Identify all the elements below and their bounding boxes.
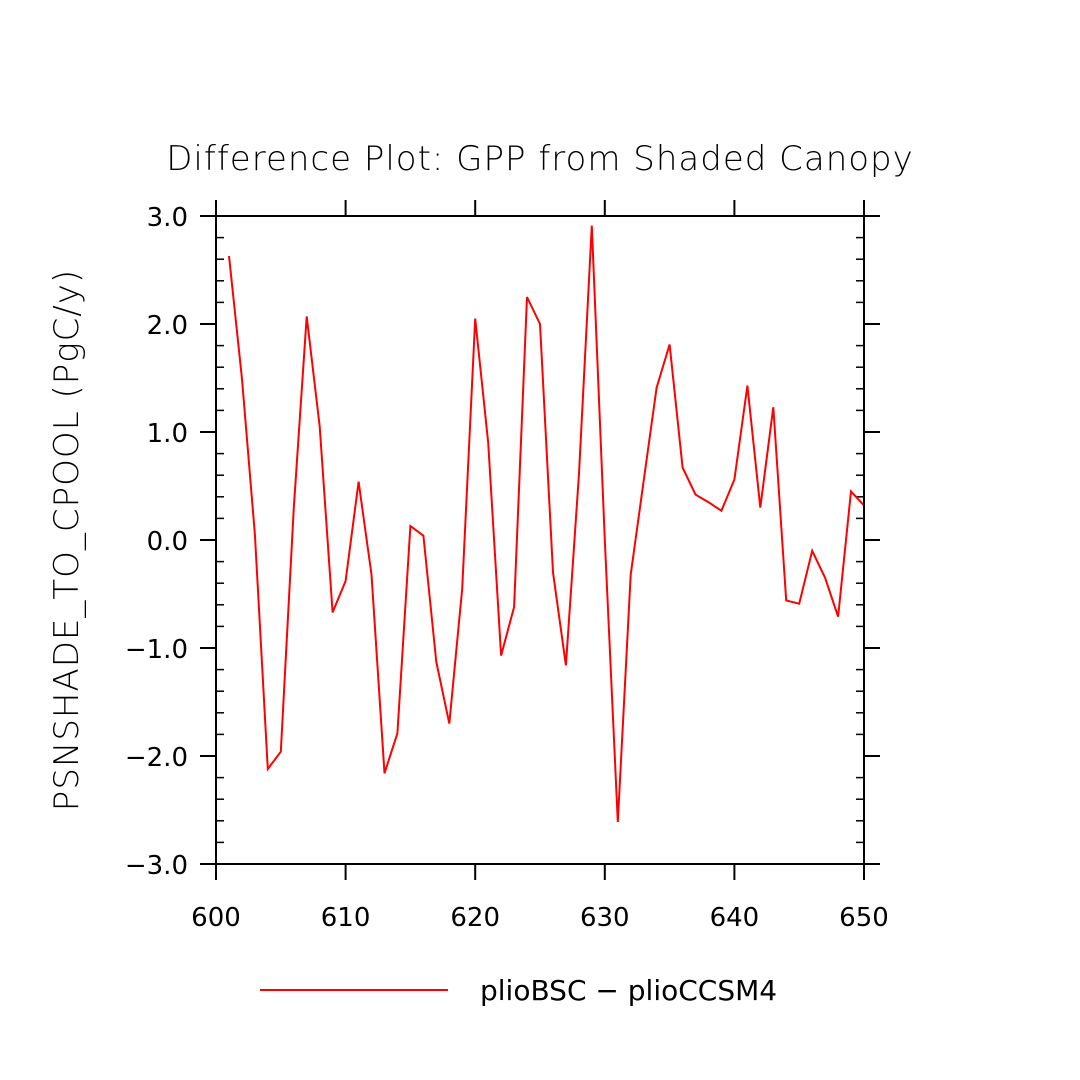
y-axis-label: PSNSHADE_TO_CPOOL (PgC/y)	[47, 269, 87, 811]
x-tick-label: 630	[580, 903, 630, 933]
y-tick-label: 0.0	[147, 527, 188, 557]
x-tick-labels: 600 610 620 630 640 650	[191, 903, 889, 933]
y-tick-label: 3.0	[147, 203, 188, 233]
chart-title: Difference Plot: GPP from Shaded Canopy	[166, 139, 914, 179]
y-tick-label: −2.0	[125, 743, 188, 773]
minor-ticks	[216, 236, 864, 844]
y-tick-label: 2.0	[147, 311, 188, 341]
x-tick-label: 650	[839, 903, 889, 933]
x-tick-label: 620	[450, 903, 500, 933]
plot-frame	[215, 215, 865, 865]
x-tick-label: 610	[321, 903, 371, 933]
major-ticks	[200, 200, 880, 880]
legend-label: plioBSC − plioCCSM4	[480, 974, 777, 1007]
y-tick-label: −3.0	[125, 851, 188, 881]
x-tick-label: 600	[191, 903, 241, 933]
series-line	[228, 225, 865, 822]
x-tick-label: 640	[710, 903, 760, 933]
y-tick-labels: −3.0 −2.0 −1.0 0.0 1.0 2.0 3.0	[125, 203, 188, 881]
y-tick-label: 1.0	[147, 419, 188, 449]
legend: plioBSC − plioCCSM4	[260, 974, 777, 1007]
y-tick-label: −1.0	[125, 635, 188, 665]
